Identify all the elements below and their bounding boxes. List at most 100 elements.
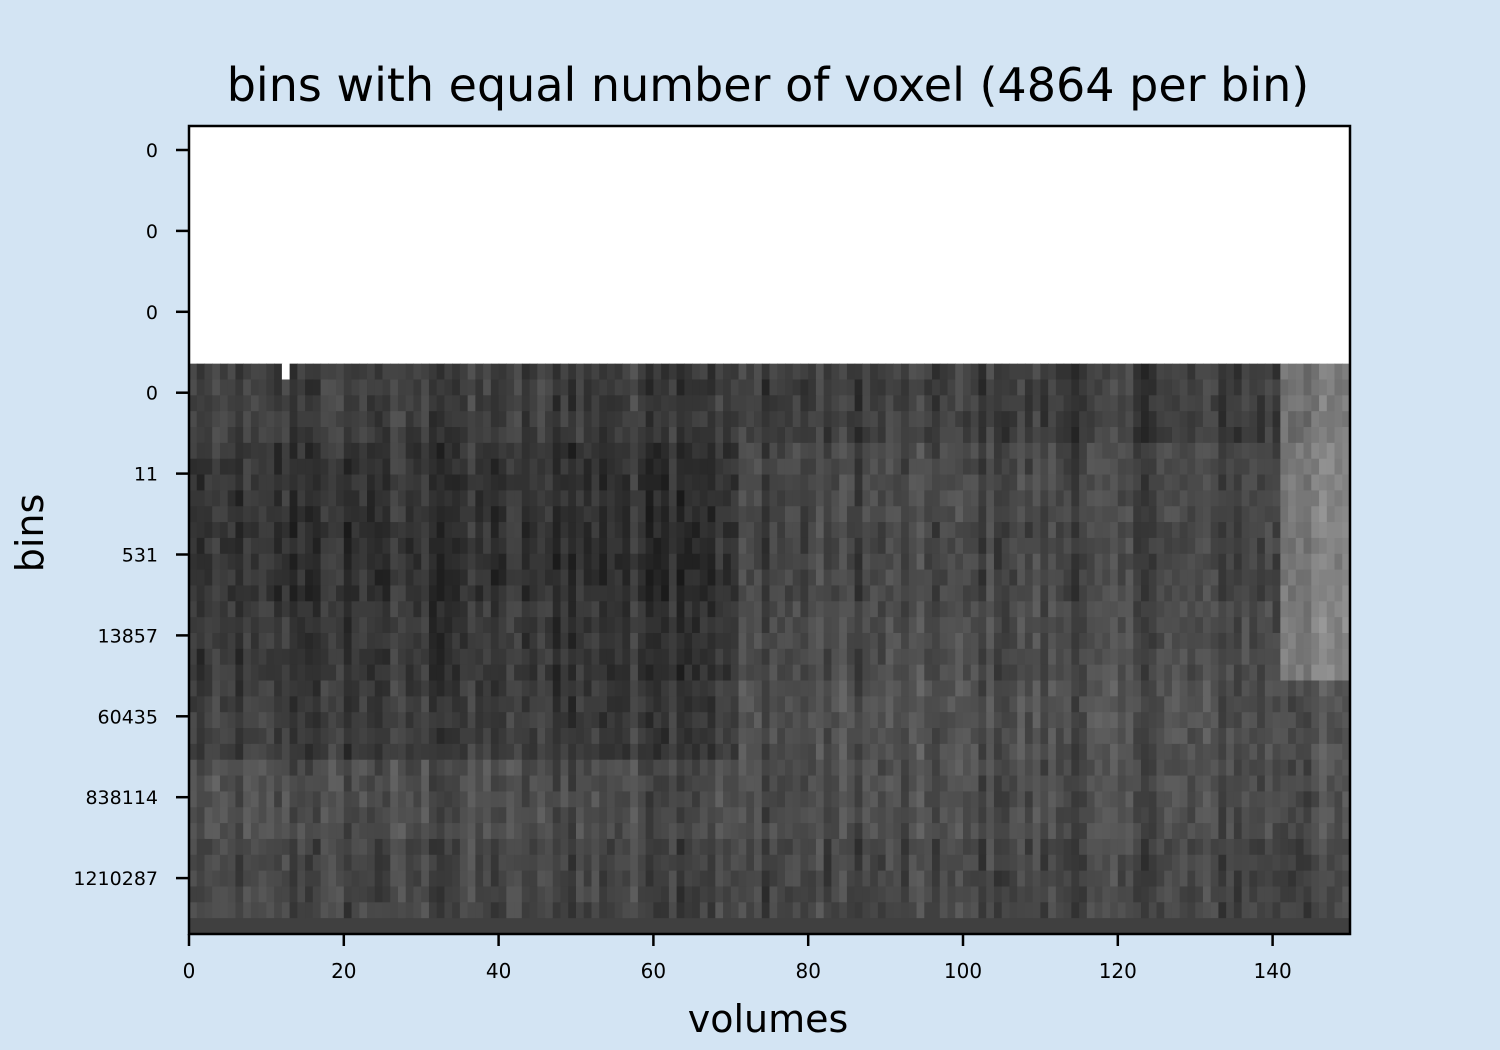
heatmap-cell	[1342, 331, 1351, 349]
heatmap-cell	[1233, 427, 1243, 444]
heatmap-cell	[1133, 236, 1142, 254]
heatmap-cell	[1342, 427, 1351, 444]
heatmap-cell	[545, 173, 554, 190]
heatmap-cell	[637, 522, 647, 539]
heatmap-cell	[908, 363, 918, 381]
heatmap-cell	[413, 522, 422, 539]
heatmap-cell	[452, 189, 461, 206]
heatmap-cell	[1319, 363, 1328, 381]
heatmap-cell	[1303, 411, 1312, 428]
heatmap-cell	[1148, 316, 1158, 333]
heatmap-cell	[599, 522, 608, 539]
heatmap-cell	[668, 537, 678, 555]
heatmap-cell	[637, 363, 647, 381]
heatmap-cell	[653, 601, 662, 618]
heatmap-cell	[1102, 474, 1111, 491]
heatmap-cell	[506, 126, 515, 143]
heatmap-cell	[823, 458, 833, 476]
heatmap-cell	[1257, 363, 1266, 381]
heatmap-cell	[552, 617, 562, 634]
heatmap-cell	[297, 474, 306, 491]
heatmap-cell	[289, 252, 298, 270]
heatmap-cell	[916, 506, 925, 523]
heatmap-cell	[189, 442, 198, 460]
heatmap-cell	[1226, 347, 1235, 365]
heatmap-cell	[792, 537, 802, 555]
heatmap-cell	[444, 427, 453, 444]
heatmap-cell	[1164, 474, 1173, 491]
heatmap-cell	[692, 316, 701, 333]
heatmap-cell	[839, 522, 848, 539]
heatmap-cell	[475, 474, 484, 491]
heatmap-cell	[405, 189, 415, 206]
heatmap-cell	[312, 205, 322, 222]
heatmap-cell	[1210, 347, 1220, 365]
heatmap-cell	[289, 442, 298, 460]
heatmap-cell	[707, 379, 716, 396]
heatmap-cell	[885, 506, 894, 523]
heatmap-cell	[390, 427, 399, 444]
heatmap-cell	[707, 189, 716, 206]
heatmap-cell	[545, 268, 554, 286]
heatmap-cell	[606, 506, 616, 523]
heatmap-cell	[1210, 458, 1220, 476]
heatmap-cell	[351, 442, 360, 460]
heatmap-cell	[390, 173, 399, 190]
heatmap-cell	[699, 284, 709, 301]
heatmap-cell	[808, 331, 817, 349]
heatmap-cell	[993, 363, 1003, 381]
heatmap-cell	[963, 252, 972, 270]
heatmap-cell	[475, 427, 484, 444]
heatmap-cell	[1141, 252, 1150, 270]
heatmap-cell	[250, 632, 260, 650]
heatmap-cell	[1249, 347, 1258, 365]
heatmap-cell	[1334, 316, 1343, 333]
heatmap-cell	[475, 268, 484, 286]
heatmap-cell	[374, 268, 384, 286]
heatmap-cell	[730, 316, 740, 333]
heatmap-cell	[606, 617, 616, 634]
heatmap-cell	[901, 537, 910, 555]
heatmap-cell	[514, 411, 523, 428]
heatmap-cell	[189, 648, 198, 666]
heatmap-cell	[382, 300, 391, 317]
heatmap-cell	[939, 490, 949, 507]
heatmap-cell	[1032, 537, 1041, 555]
heatmap-cell	[521, 252, 531, 270]
heatmap-cell	[1032, 522, 1041, 539]
heatmap-cell	[436, 157, 446, 175]
heatmap-cell	[1218, 126, 1227, 143]
heatmap-cell	[459, 300, 469, 317]
heatmap-cell	[1071, 268, 1080, 286]
heatmap-cell	[1319, 316, 1328, 333]
heatmap-cell	[1334, 458, 1343, 476]
heatmap-cell	[970, 252, 980, 270]
heatmap-cell	[715, 363, 724, 381]
heatmap-cell	[769, 141, 778, 159]
heatmap-cell	[653, 411, 662, 428]
heatmap-cell	[901, 173, 910, 190]
heatmap-cell	[413, 268, 422, 286]
heatmap-cell	[204, 442, 213, 460]
heatmap-cell	[699, 601, 709, 618]
heatmap-cell	[514, 379, 523, 396]
heatmap-cell	[483, 648, 492, 666]
heatmap-cell	[1272, 126, 1281, 143]
heatmap-cell	[746, 316, 755, 333]
heatmap-cell	[436, 173, 446, 190]
heatmap-cell	[1133, 395, 1142, 412]
heatmap-cell	[552, 458, 562, 476]
heatmap-cell	[723, 569, 732, 587]
heatmap-cell	[428, 316, 438, 333]
heatmap-cell	[1156, 379, 1165, 396]
heatmap-cell	[901, 157, 910, 175]
heatmap-cell	[212, 189, 221, 206]
heatmap-cell	[475, 173, 484, 190]
heatmap-cell	[189, 252, 198, 270]
heatmap-cell	[769, 268, 778, 286]
heatmap-cell	[405, 126, 415, 143]
heatmap-cell	[955, 537, 964, 555]
heatmap-cell	[599, 506, 608, 523]
heatmap-cell	[1094, 205, 1103, 222]
heatmap-cell	[707, 347, 716, 365]
